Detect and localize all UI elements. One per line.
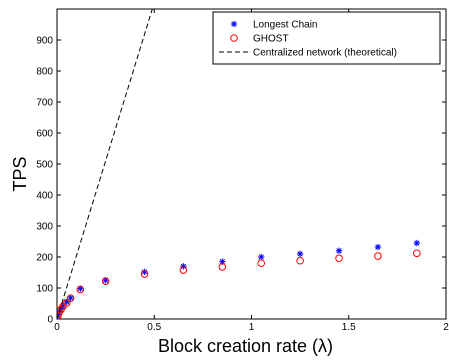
point-ghost xyxy=(62,299,71,307)
legend-marker-ghost xyxy=(230,34,238,42)
axis-ticks: 0 0.5 1 1.5 2 0 100 200 300 400 500 600 700 800 900 xyxy=(36,9,449,333)
asterisk-d2 xyxy=(258,254,264,260)
asterisk-d2 xyxy=(60,303,66,309)
point-ghost xyxy=(257,259,266,268)
y-tick-label: 0 xyxy=(47,315,53,326)
y-tick-label: 200 xyxy=(36,253,53,264)
asterisk-d2 xyxy=(231,21,237,27)
legend-label: GHOST xyxy=(253,34,289,45)
point-longest-chain xyxy=(296,250,304,258)
point-ghost xyxy=(101,277,110,285)
point-ghost xyxy=(413,249,421,258)
point-longest-chain xyxy=(141,268,148,276)
asterisk-d2 xyxy=(102,277,109,283)
point-longest-chain xyxy=(335,247,343,254)
y-tick-label: 400 xyxy=(36,191,53,202)
point-ghost xyxy=(140,270,149,278)
point-ghost xyxy=(374,252,382,260)
x-tick-label: 0.5 xyxy=(147,322,161,333)
legend-marker-longest-chain xyxy=(230,20,238,28)
legend-label: Longest Chain xyxy=(253,20,318,31)
y-axis-label: TPS xyxy=(10,156,30,191)
point-ghost xyxy=(66,294,75,303)
x-tick-label: 1.5 xyxy=(342,322,356,333)
y-tick-label: 800 xyxy=(36,67,53,78)
x-axis-label: Block creation rate (λ) xyxy=(158,336,333,356)
x-tick-label: 2 xyxy=(443,322,449,333)
asterisk-d2 xyxy=(414,240,420,246)
asterisk-d2 xyxy=(375,244,381,250)
point-ghost xyxy=(218,263,227,271)
legend-box xyxy=(212,11,441,65)
x-tick-label: 0 xyxy=(54,322,60,333)
point-longest-chain xyxy=(67,294,74,302)
y-tick-label: 900 xyxy=(36,36,53,47)
point-ghost xyxy=(179,266,188,274)
series-line-centralized xyxy=(57,9,153,319)
legend: Longest Chain GHOST Centralized network (t… xyxy=(212,11,441,65)
asterisk-d2 xyxy=(297,251,303,257)
y-tick-label: 700 xyxy=(36,98,53,109)
asterisk-d2 xyxy=(336,248,342,254)
point-ghost xyxy=(335,254,343,263)
y-tick-label: 500 xyxy=(36,160,53,171)
point-longest-chain xyxy=(413,239,421,247)
data-marks xyxy=(57,9,421,319)
point-longest-chain xyxy=(258,253,265,261)
point-longest-chain xyxy=(374,243,382,251)
asterisk-d2 xyxy=(141,269,148,275)
y-tick-label: 300 xyxy=(36,222,53,233)
y-tick-label: 100 xyxy=(36,284,53,295)
y-tick-label: 600 xyxy=(36,129,53,140)
x-tick-label: 1 xyxy=(249,322,255,333)
point-ghost xyxy=(296,256,304,265)
asterisk-d2 xyxy=(77,285,83,292)
asterisk-d2 xyxy=(67,295,74,301)
legend-label: Centralized network (theoretical) xyxy=(253,48,397,59)
asterisk-d2 xyxy=(219,258,225,265)
point-ghost xyxy=(57,312,62,319)
point-ghost xyxy=(76,285,85,294)
